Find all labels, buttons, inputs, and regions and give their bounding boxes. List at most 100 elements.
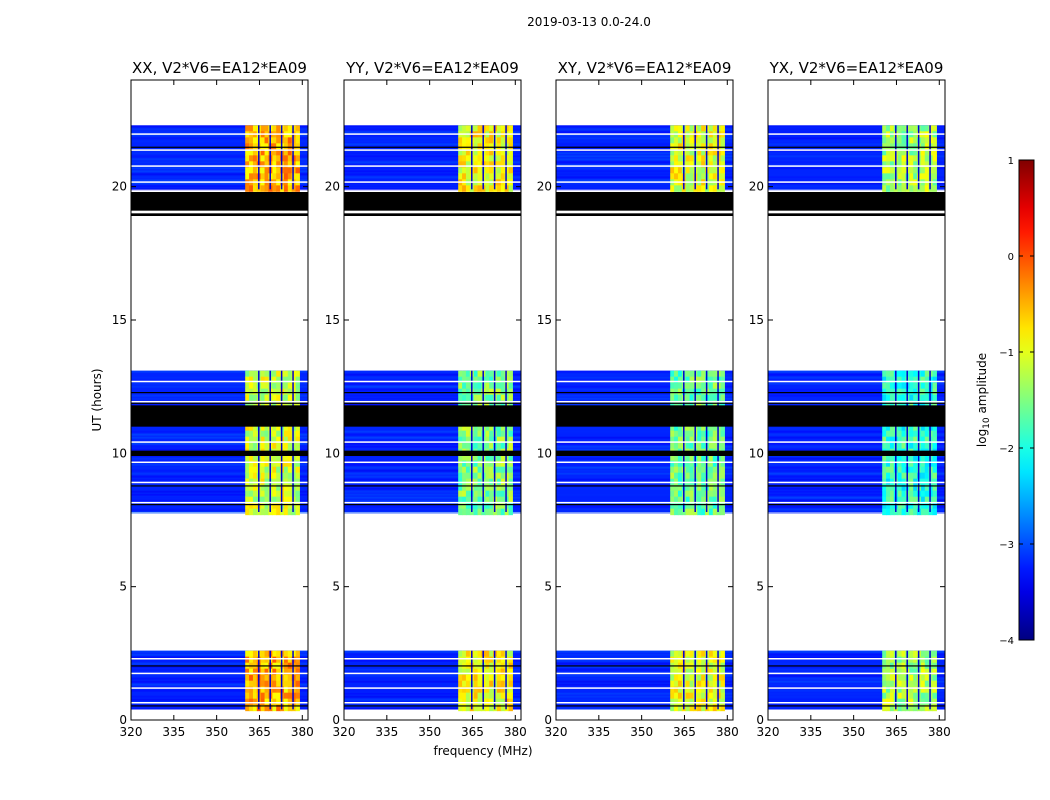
noise-row [344,161,521,164]
noise-row [344,653,521,656]
band-cell [291,490,297,498]
band-cell [670,508,675,516]
band-cell [932,496,937,504]
channel-gap [906,370,908,512]
noise-row [131,143,308,146]
y-tick-label: 0 [332,713,340,727]
band-cell [909,650,914,658]
band-cell [716,430,722,438]
band-cell [276,668,281,676]
band-cell [689,185,694,192]
band-cell [458,376,463,384]
band-cell [465,137,471,144]
band-cell [496,430,502,438]
band-cell [897,376,903,384]
band-cell [252,137,258,144]
noise-row [556,695,733,698]
x-tick-label: 350 [630,725,653,739]
band-cell [291,400,297,408]
band-cell [264,370,269,378]
band-cell [913,430,918,438]
band-cell [685,394,691,402]
band-cell [295,155,300,162]
band-cell [485,388,490,396]
band-cell [500,400,506,408]
band-cell [295,125,300,132]
band-cell [901,466,906,474]
band-cell [283,376,289,384]
band-cell [295,698,300,706]
band-cell [920,161,926,168]
band-cell [920,466,926,474]
band-cell [932,460,937,468]
band-cell [500,370,506,378]
noise-row [556,478,733,481]
noise-row [768,665,945,668]
channel-gap [895,125,897,190]
noise-row [556,158,733,161]
band-cell [897,173,903,180]
band-cell [504,137,510,144]
channel-gap [471,370,473,512]
band-cell [677,484,683,492]
flag-line [131,705,308,707]
flag-line [131,392,308,394]
band-cell [477,382,482,390]
band-cell [504,143,510,150]
band-cell [291,173,297,180]
band-cell [901,185,906,192]
band-cell [674,143,679,150]
band-cell [500,484,506,492]
noise-row [768,469,945,472]
band-cell [897,686,903,694]
noise-row [344,433,521,436]
gap-line [131,181,308,183]
band-cell [272,674,277,682]
band-cell [489,674,494,682]
band-cell [500,167,506,174]
gap-line [768,181,945,183]
band-cell [720,650,725,658]
noise-row [556,427,733,430]
noise-row [344,674,521,677]
band-cell [465,668,471,676]
band-cell [670,442,675,450]
band-cell [901,650,906,658]
band-cell [889,674,895,682]
band-cell [283,692,289,700]
band-cell [708,484,714,492]
band-cell [897,442,903,450]
band-cell [504,155,510,162]
band-cell [249,502,254,510]
band-cell [295,472,300,480]
band-cell [504,436,510,444]
band-cell [708,185,714,192]
band-cell [287,680,293,688]
band-cell [901,173,906,180]
band-cell [913,394,918,402]
band-cell [291,161,297,168]
band-cell [485,125,490,132]
band-cell [500,698,506,706]
band-cell [291,704,297,712]
band-cell [685,167,691,174]
band-cell [674,472,679,480]
band-cell [909,490,914,498]
gap-line [556,658,733,660]
band-cell [249,680,254,688]
band-cell [677,155,683,162]
y-tick-label: 0 [756,713,764,727]
band-cell [504,376,510,384]
band-cell [928,161,934,168]
band-cell [913,484,918,492]
band-cell [283,656,289,664]
band-cell [477,650,482,658]
band-cell [504,484,510,492]
band-cell [252,424,258,432]
band-cell [716,149,722,156]
band-cell [260,430,266,438]
band-cell [677,508,683,516]
band-cell [500,149,506,156]
gap-line [344,380,521,383]
band-cell [287,704,293,712]
